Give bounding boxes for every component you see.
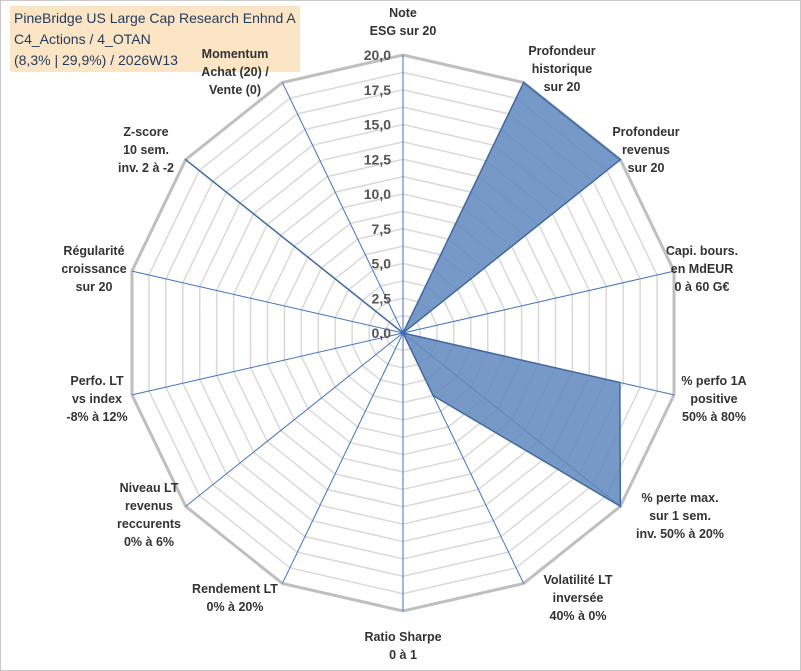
radar-axis-label: vs index [72,392,122,406]
radar-spoke [185,332,404,507]
radar-data-point [619,158,622,161]
radar-axis-label: sur 20 [76,280,113,294]
radar-axis-label: Niveau LT [120,481,179,495]
radar-tick-label: 5,0 [372,256,392,272]
radar-tick-labels: 0,0 2,5 5,0 7,5 10,0 12,5 15,0 17,5 20,0 [364,47,391,341]
radar-axis-label: sur 1 sem. [649,509,711,523]
radar-tick-label: 2,5 [372,290,392,306]
radar-axis-label: Régularité [63,244,124,258]
radar-axis-label: reccurents [117,517,181,531]
chart-title-line-1: PineBridge US Large Cap Research Enhnd A [14,10,296,26]
radar-axis-label: sur 20 [544,80,581,94]
radar-axis-label: inv. 2 à -2 [118,161,174,175]
radar-tick-label: 20,0 [364,47,391,63]
radar-tick-label: 12,5 [364,151,391,167]
radar-spoke [281,82,404,334]
radar-axis-label: positive [690,392,737,406]
radar-axis-label: 0% à 6% [124,535,174,549]
radar-axis-label: sur 20 [628,161,665,175]
radar-axis-label: 10 sem. [123,143,169,157]
radar-axis-label: 0 à 1 [389,648,417,662]
radar-axis-label: en MdEUR [671,262,734,276]
radar-data-point [402,332,404,334]
radar-axis-label: Ratio Sharpe [364,630,441,644]
radar-axis-label: Volatilité LT [544,573,613,587]
radar-axis-label: revenus [125,499,173,513]
radar-tick-label: 10,0 [364,186,391,202]
radar-axis-label: Rendement LT [192,582,278,596]
radar-axis-label: 0% à 20% [207,600,264,614]
radar-data-point [432,394,434,397]
radar-series-area [185,81,622,508]
radar-axis-label: % perfo 1A [681,374,746,388]
radar-axis-label: Profondeur [612,125,679,139]
radar-axis-label: Momentum [202,47,269,61]
radar-axis-label: 50% à 80% [682,410,746,424]
radar-axis-label: ESG sur 20 [370,24,437,38]
chart-title-line-3: (8,3% | 29,9%) / 2026W13 [14,52,178,68]
radar-axis-label: Vente (0) [209,83,261,97]
radar-axis-label: Perfo. LT [70,374,124,388]
radar-axis-label: inv. 50% à 20% [636,527,724,541]
radar-axis-label: -8% à 12% [66,410,127,424]
radar-axis-label: revenus [622,143,670,157]
radar-axis-label: 0 à 60 G€ [675,280,730,294]
chart-title-box: PineBridge US Large Cap Research Enhnd A… [10,6,300,72]
radar-data-point [522,81,525,84]
radar-axis-label: Z-score [123,125,168,139]
radar-axis-label: croissance [61,262,126,276]
radar-axis-label: Capi. bours. [666,244,738,258]
radar-data-point [619,381,621,384]
radar-axis-labels: Note ESG sur 20 Profondeur historique sur 20… [61,6,746,662]
radar-axis-label: historique [532,62,592,76]
chart-title-line-2: C4_Actions / 4_OTAN [14,31,151,47]
radar-axis-label: Note [389,6,417,20]
radar-axis-label: Achat (20) / [201,65,269,79]
radar-tick-label: 15,0 [364,117,391,133]
radar-data-point [184,158,187,161]
radar-spoke [131,270,404,334]
radar-tick-label: 17,5 [364,82,391,98]
radar-tick-label: 0,0 [372,325,392,341]
radar-axis-label: inversée [553,591,604,605]
radar-spoke [131,332,404,396]
radar-spoke [402,270,675,334]
radar-axis-label: Profondeur [528,44,595,58]
radar-data-point [619,505,622,508]
radar-area-layer [184,81,622,508]
radar-axis-label: % perte max. [641,491,718,505]
radar-spoke [281,332,404,584]
radar-axis-label: 40% à 0% [550,609,607,623]
radar-tick-label: 7,5 [372,221,392,237]
